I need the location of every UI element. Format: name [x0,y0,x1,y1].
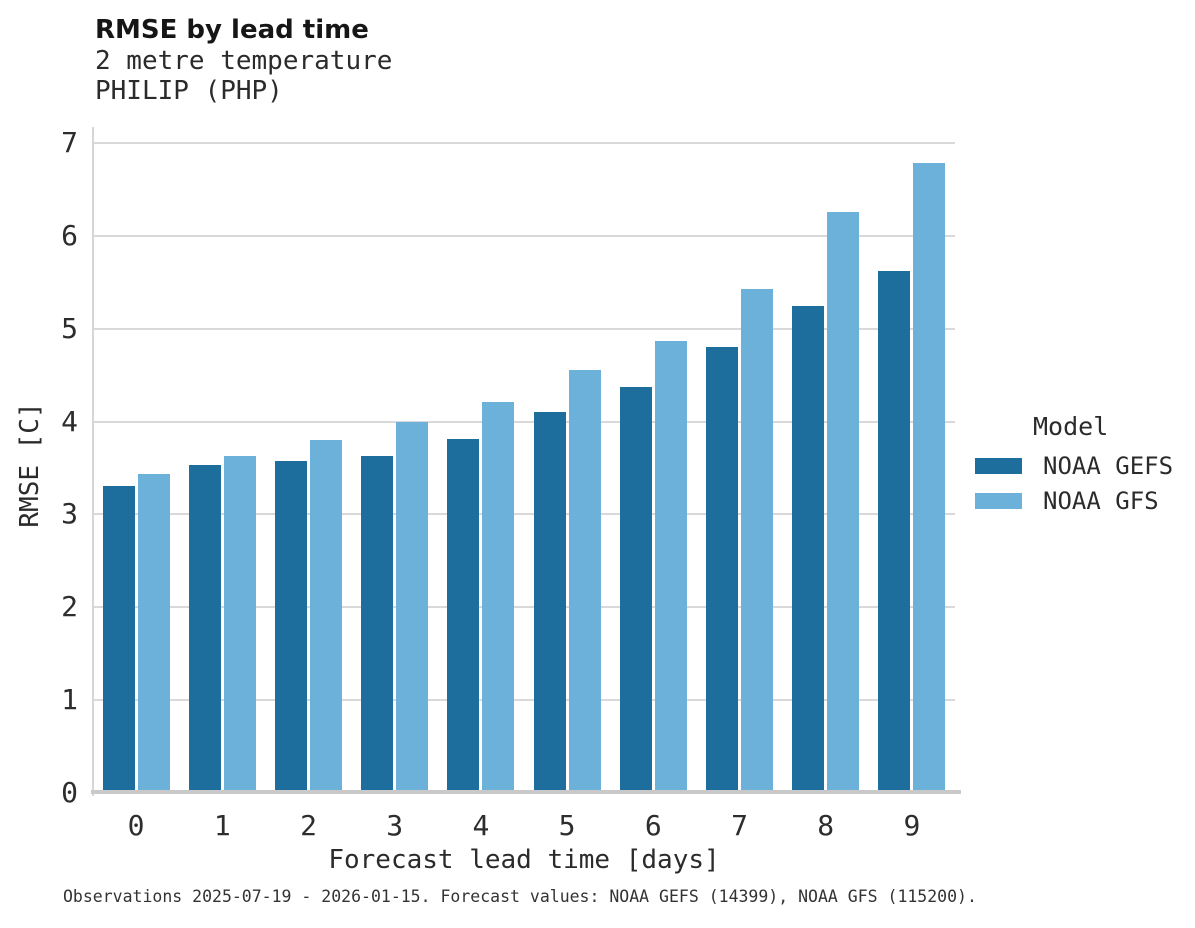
x-tick-label-3: 3 [386,809,404,842]
x-tick-label-6: 6 [644,809,662,842]
y-tick-label-2: 2 [61,590,78,624]
bar-noaa-gfs-lead0 [137,473,170,793]
legend-item-noaa-gfs: NOAA GFS [975,488,1195,514]
x-tick-label-0: 0 [127,809,145,842]
y-tick-label-6: 6 [61,218,78,252]
legend-item-noaa-gefs: NOAA GEFS [975,453,1195,479]
legend-label: NOAA GEFS [1043,452,1174,480]
x-tick-label-1: 1 [213,809,231,842]
x-tick-label-7: 7 [731,809,748,842]
legend-label: NOAA GFS [1043,487,1159,515]
bar-noaa-gfs-lead7 [741,288,773,793]
bar-noaa-gfs-lead8 [827,211,860,793]
bar-noaa-gefs-lead8 [792,305,825,793]
caption: Observations 2025-07-19 - 2026-01-15. Fo… [63,887,977,906]
x-tick-label-4: 4 [472,809,490,842]
legend: Model NOAA GEFS NOAA GFS [975,414,1195,514]
bar-noaa-gfs-lead6 [654,340,687,793]
bar-noaa-gefs-lead6 [619,387,652,793]
legend-title: Model [1033,412,1109,441]
bar-noaa-gefs-lead9 [878,271,911,793]
bar-noaa-gfs-lead3 [396,421,429,793]
gridline-y6 [93,234,955,237]
y-tick-label-3: 3 [61,497,78,531]
bar-noaa-gefs-lead5 [533,412,566,793]
x-axis-title: Forecast lead time [days] [328,845,720,875]
y-tick-label-4: 4 [61,404,78,438]
chart-subtitle-station: PHILIP (PHP) [95,76,283,106]
bar-noaa-gefs-lead0 [102,485,135,793]
bar-noaa-gfs-lead5 [568,369,601,793]
legend-swatch [975,493,1022,509]
gridline-y7 [93,142,955,144]
legend-items: NOAA GEFS NOAA GFS [975,453,1195,514]
bar-noaa-gfs-lead9 [913,162,946,793]
y-tick-label-7: 7 [61,126,78,159]
y-tick-label-0: 0 [61,776,78,809]
chart-header: RMSE by lead time 2 metre temperature PH… [95,14,392,106]
bar-noaa-gefs-lead7 [706,347,738,793]
y-axis-line [92,127,94,796]
legend-swatch [975,458,1022,474]
bar-noaa-gfs-lead4 [482,402,515,793]
gridline-y2 [93,606,955,609]
x-tick-label-2: 2 [300,809,317,842]
x-axis-line [91,790,961,794]
gridline-y1 [93,699,955,702]
y-tick-label-1: 1 [61,683,78,717]
y-tick-label-5: 5 [61,311,78,345]
bar-noaa-gfs-lead2 [310,440,342,793]
x-tick-label-5: 5 [558,809,576,842]
y-axis-title: RMSE [C] [15,402,45,528]
gridline-y3 [93,513,955,516]
bar-noaa-gefs-lead2 [275,460,307,793]
gridline-y4 [93,420,955,423]
x-tick-label-8: 8 [817,809,835,842]
gridline-y5 [93,327,955,330]
bar-noaa-gefs-lead4 [447,439,480,793]
x-tick-label-9: 9 [903,809,921,842]
chart-subtitle-variable: 2 metre temperature [95,46,393,76]
chart-title: RMSE by lead time [95,15,369,45]
bar-noaa-gefs-lead3 [361,455,394,793]
bar-noaa-gfs-lead1 [223,455,256,793]
bar-noaa-gefs-lead1 [188,465,221,793]
